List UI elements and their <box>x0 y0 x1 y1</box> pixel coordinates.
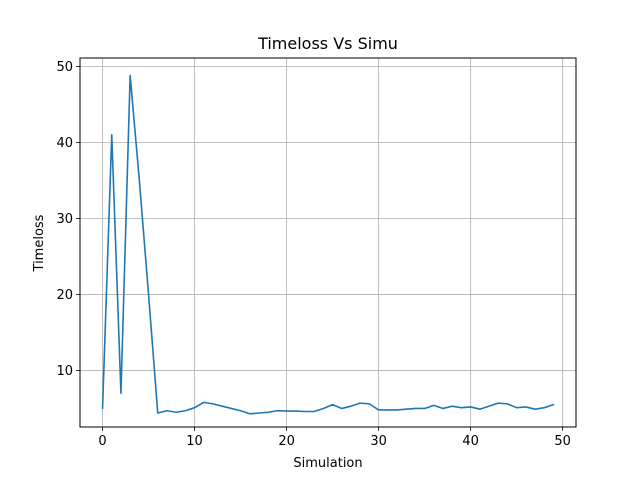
series-layer <box>101 74 555 415</box>
x-axis: 0 10 20 30 40 50 <box>98 427 571 449</box>
y-axis-label: Timeloss <box>32 214 47 272</box>
y-tick-label: 20 <box>56 288 73 303</box>
y-tick-label: 50 <box>56 60 73 75</box>
y-tick-label: 10 <box>56 364 73 379</box>
x-tick-label: 50 <box>554 434 571 449</box>
x-tick-label: 30 <box>370 434 387 449</box>
y-tick-label: 30 <box>56 212 73 227</box>
y-axis: 10 20 30 40 50 <box>56 60 80 379</box>
x-tick-label: 40 <box>462 434 479 449</box>
plot-frame <box>79 57 577 428</box>
series-line <box>101 74 555 415</box>
x-axis-label: Simulation <box>293 456 362 471</box>
x-tick-label: 0 <box>98 434 106 449</box>
y-tick-label: 40 <box>56 136 73 151</box>
x-tick-label: 10 <box>186 434 203 449</box>
chart-title: Timeloss Vs Simu <box>257 34 398 53</box>
x-tick-label: 20 <box>278 434 295 449</box>
grid <box>80 58 576 427</box>
